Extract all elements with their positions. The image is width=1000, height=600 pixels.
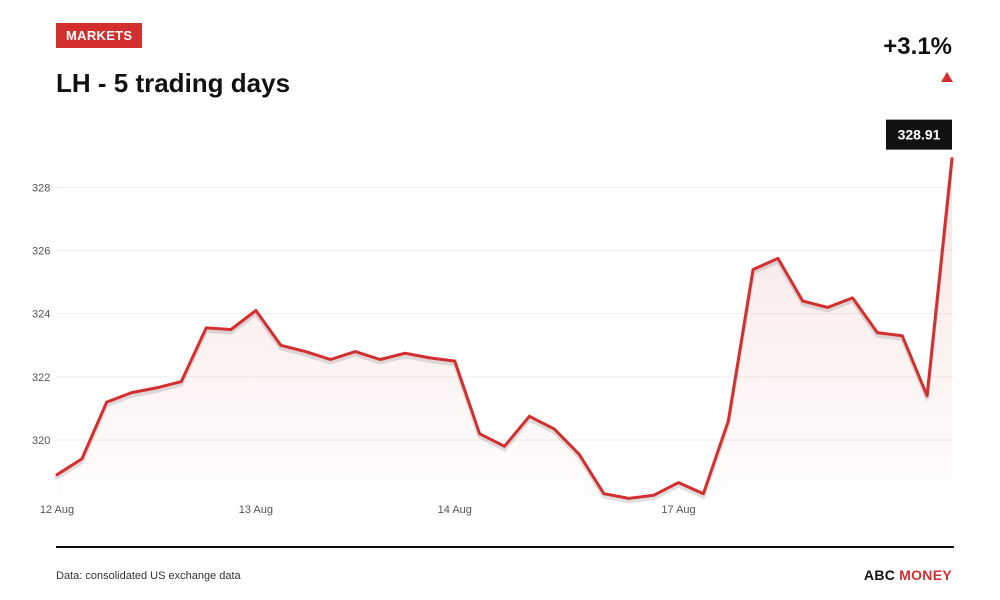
data-point (154, 386, 158, 390)
chart-title: LH - 5 trading days (56, 68, 291, 98)
x-tick-label: 12 Aug (40, 504, 74, 516)
data-point (875, 331, 879, 335)
data-point (378, 357, 382, 361)
data-point (726, 419, 730, 423)
y-tick-label: 326 (32, 246, 50, 258)
brand-name-part2: MONEY (899, 567, 952, 583)
data-point (55, 473, 59, 477)
data-point (453, 359, 457, 363)
data-point (304, 350, 308, 354)
data-point (353, 350, 357, 354)
data-point (179, 380, 183, 384)
data-point (130, 391, 134, 395)
data-point (105, 400, 109, 404)
data-point (751, 267, 755, 271)
percent-change: +3.1% (883, 33, 952, 60)
data-point (652, 493, 656, 497)
data-point (627, 496, 631, 500)
data-point (503, 444, 507, 448)
data-point (801, 299, 805, 303)
y-tick-label: 320 (32, 435, 50, 447)
x-axis-ticks: 12 Aug 13 Aug 14 Aug 17 Aug (40, 504, 696, 516)
up-arrow-icon (941, 72, 953, 82)
data-point (403, 351, 407, 355)
y-tick-label: 324 (32, 309, 50, 321)
data-point (677, 481, 681, 485)
data-point (80, 457, 84, 461)
x-tick-label: 14 Aug (438, 504, 472, 516)
data-point (229, 327, 233, 331)
data-point (577, 452, 581, 456)
data-point (254, 309, 258, 313)
section-badge: MARKETS (56, 23, 143, 48)
data-point (478, 432, 482, 436)
data-point (602, 492, 606, 496)
data-point (204, 326, 208, 330)
data-point (279, 343, 283, 347)
data-point (552, 427, 556, 431)
data-point (328, 357, 332, 361)
data-point (950, 157, 954, 161)
data-point (776, 256, 780, 260)
data-point (826, 305, 830, 309)
footer-rule (56, 546, 954, 548)
brand-name-part1: ABC (863, 567, 896, 583)
y-tick-label: 328 (32, 182, 50, 194)
x-tick-label: 17 Aug (661, 504, 695, 516)
last-value-label: 328.91 (886, 119, 952, 150)
data-point (851, 296, 855, 300)
x-tick-label: 13 Aug (239, 504, 273, 516)
y-tick-label: 322 (32, 372, 50, 384)
data-point (701, 492, 705, 496)
series-area (57, 158, 952, 500)
data-point (925, 394, 929, 398)
data-point (900, 334, 904, 338)
brand-logo: ABC MONEY (864, 567, 952, 583)
series-line (55, 157, 954, 500)
data-source: Data: consolidated US exchange data (56, 570, 241, 582)
data-point (428, 356, 432, 360)
y-axis-ticks: 320 322 324 326 328 (32, 182, 50, 447)
data-point (527, 414, 531, 418)
last-value-text: 328.91 (898, 127, 941, 143)
